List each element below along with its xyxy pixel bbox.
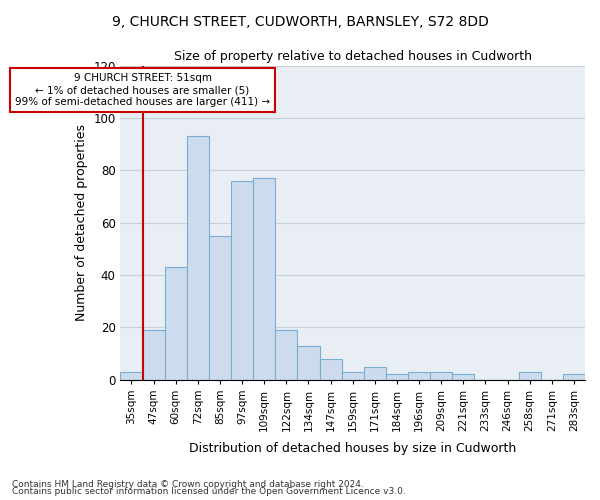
Text: Contains HM Land Registry data © Crown copyright and database right 2024.: Contains HM Land Registry data © Crown c…	[12, 480, 364, 489]
Bar	[452, 374, 475, 380]
Bar	[364, 366, 386, 380]
Bar	[253, 178, 275, 380]
X-axis label: Distribution of detached houses by size in Cudworth: Distribution of detached houses by size …	[189, 442, 517, 455]
Bar	[563, 374, 585, 380]
Text: Contains public sector information licensed under the Open Government Licence v3: Contains public sector information licen…	[12, 488, 406, 496]
Bar	[518, 372, 541, 380]
Y-axis label: Number of detached properties: Number of detached properties	[74, 124, 88, 321]
Bar	[408, 372, 430, 380]
Bar	[209, 236, 231, 380]
Bar	[341, 372, 364, 380]
Bar	[164, 267, 187, 380]
Bar	[187, 136, 209, 380]
Bar	[143, 330, 164, 380]
Text: 9 CHURCH STREET: 51sqm
← 1% of detached houses are smaller (5)
99% of semi-detac: 9 CHURCH STREET: 51sqm ← 1% of detached …	[15, 74, 270, 106]
Text: 9, CHURCH STREET, CUDWORTH, BARNSLEY, S72 8DD: 9, CHURCH STREET, CUDWORTH, BARNSLEY, S7…	[112, 15, 488, 29]
Bar	[121, 372, 143, 380]
Bar	[298, 346, 320, 380]
Bar	[275, 330, 298, 380]
Bar	[386, 374, 408, 380]
Bar	[231, 181, 253, 380]
Bar	[430, 372, 452, 380]
Title: Size of property relative to detached houses in Cudworth: Size of property relative to detached ho…	[174, 50, 532, 63]
Bar	[320, 359, 341, 380]
